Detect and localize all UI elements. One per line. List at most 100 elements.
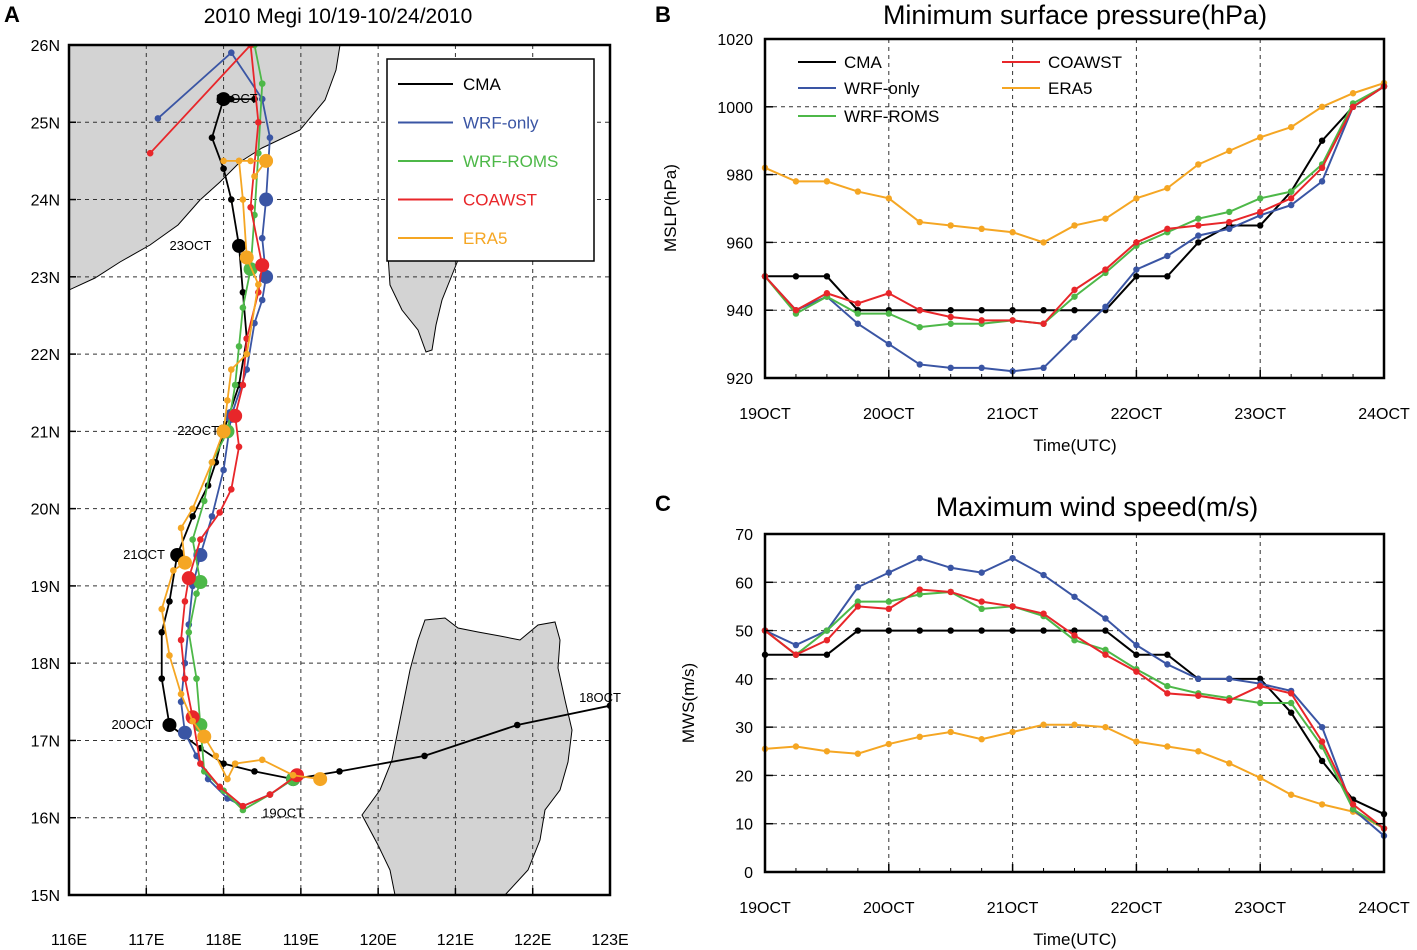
data-point-wrf-only [1226,675,1233,683]
data-point-wrf-only [947,564,954,571]
track-point-era5 [239,196,247,203]
track-point-era5 [224,775,231,783]
data-point-cma [978,307,985,314]
panel-a-title: 2010 Megi 10/19-10/24/2010 [204,5,473,28]
data-point-wrf-roms [1195,215,1202,222]
data-point-wrf-roms [1349,806,1357,813]
panel-c-ylabel: MWS(m/s) [679,663,698,743]
track-point-wrf-roms [185,628,193,636]
data-point-coawst [1102,266,1109,273]
data-point-era5 [823,748,831,755]
data-point-cma [1287,709,1295,716]
panel-c-series [761,554,1388,839]
data-point-coawst [1040,320,1047,327]
track-point-coawst [228,408,243,423]
track-point-cma [228,95,235,103]
panel-a-date-label: 22OCT [177,423,219,438]
track-point-cma [513,721,521,729]
data-point-cma [854,627,862,634]
data-point-era5 [1071,721,1078,728]
data-point-era5 [1009,728,1016,736]
panel-ytick-label: 0 [744,865,753,882]
data-point-wrf-roms [854,598,862,605]
panel-ytick-label: 1000 [717,100,753,117]
data-point-wrf-only [1318,178,1326,185]
panel-b-title: Minimum surface pressure(hPa) [883,0,1267,30]
panel-c-title: Maximum wind speed(m/s) [936,492,1259,522]
track-point-era5 [247,157,254,165]
data-point-wrf-roms [1287,699,1295,707]
data-point-era5 [1257,774,1264,782]
track-point-wrf-only [259,192,274,207]
panel-a-xtick-label: 121E [437,932,474,949]
data-point-era5 [1226,147,1233,155]
track-point-wrf-only [220,466,227,474]
data-point-wrf-only [978,364,985,372]
data-point-era5 [1164,184,1171,192]
panel-a-ytick-label: 22N [31,347,60,364]
panel-b-ylabel: MSLP(hPa) [661,164,680,252]
panel-a-ytick-label: 20N [31,502,60,519]
track-point-coawst [181,598,189,605]
panel-a-date-label: 21OCT [123,547,165,562]
track-point-cma [216,92,231,107]
data-point-cma [1009,627,1016,634]
land-luzon [361,617,573,895]
track-point-wrf-only [208,513,216,520]
data-point-coawst [1164,690,1171,697]
track-point-era5 [220,157,227,165]
data-point-wrf-only [1040,364,1047,372]
track-point-coawst [255,118,262,126]
panel-a-xtick-label: 122E [514,932,551,949]
panel-b-ticks: 19OCT 20OCT 21OCT 22OCT 23OCT 24OCT 920 940 960 9… [717,32,1410,423]
panel-a-xtick-label: 116E [51,932,87,949]
data-point-era5 [823,178,831,185]
track-point-wrf-only [266,134,274,142]
panel-a-date-label: 19OCT [262,806,304,821]
track-point-era5 [259,153,274,168]
legend-label-wrf-roms: WRF-ROMS [463,152,558,171]
panel-xtick-label: 22OCT [1111,406,1163,423]
data-point-wrf-only [885,340,892,348]
panel-a-date-label: 23OCT [169,238,211,253]
track-point-wrf-roms [189,536,196,543]
panel-xtick-label: 23OCT [1234,406,1286,423]
track-point-wrf-only [154,115,162,122]
data-point-wrf-roms [1071,293,1078,300]
track-point-coawst [239,381,247,389]
data-point-wrf-roms [854,310,862,317]
panel-ytick-label: 920 [726,371,753,388]
data-point-coawst [823,637,831,644]
data-point-wrf-roms [978,605,985,613]
panel-ytick-label: 20 [735,768,753,785]
data-point-era5 [885,740,892,748]
track-point-coawst [228,486,235,493]
track-point-coawst [235,443,243,451]
panel-ytick-label: 50 [735,624,753,641]
data-point-era5 [1040,239,1047,246]
data-point-cma [947,307,954,314]
track-point-cma [158,628,166,636]
data-point-coawst [1102,651,1109,658]
data-point-era5 [978,736,985,743]
track-point-cma [189,513,196,520]
data-point-era5 [916,218,923,226]
track-point-era5 [197,729,212,744]
panel-letter-b: B [655,2,671,27]
data-point-coawst [916,586,923,593]
data-point-wrf-only [1195,232,1202,239]
data-point-coawst [792,651,800,658]
panel-a-ytick-label: 24N [31,193,60,210]
data-point-coawst [1009,317,1016,324]
data-point-cma [1102,627,1109,634]
track-point-era5 [170,567,177,574]
data-point-era5 [1164,743,1171,750]
data-point-coawst [1071,286,1078,294]
data-point-wrf-roms [885,598,892,605]
track-point-wrf-only [258,296,266,304]
data-point-cma [1318,137,1326,144]
track-point-wrf-roms [231,381,239,389]
track-point-cma [228,196,235,203]
track-point-era5 [177,524,185,532]
